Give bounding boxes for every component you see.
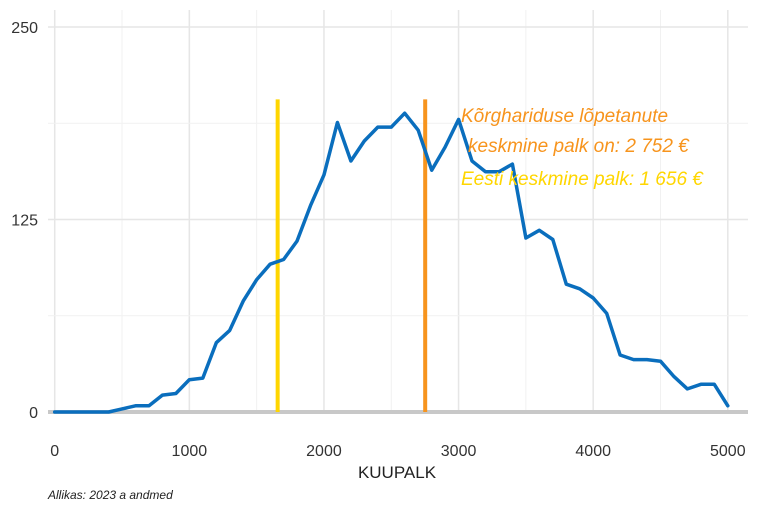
x-tick-label-4: 4000 [575, 443, 611, 460]
series-group [52, 111, 730, 414]
y-tick-label-0: 0 [29, 405, 38, 422]
source-caption: Allikas: 2023 a andmed [48, 488, 173, 502]
grid-lines [48, 10, 748, 413]
reference-lines [275, 99, 428, 412]
y-tick-labels: 0 125 250 [11, 20, 38, 422]
x-tick-label-1: 1000 [172, 443, 208, 460]
annotation-higher-education-line2: keskmine palk on: 2 752 € [468, 136, 690, 157]
x-tick-label-5: 5000 [710, 443, 746, 460]
y-tick-label-1: 125 [11, 213, 38, 230]
annotation-higher-education-line1: Kõrghariduse lõpetanute [461, 106, 668, 127]
x-tick-label-3: 3000 [441, 443, 477, 460]
x-tick-label-0: 0 [50, 443, 59, 460]
annotation-national-average: Eesti keskmine palk: 1 656 € [461, 169, 704, 190]
x-tick-labels: 0 1000 2000 3000 4000 5000 [50, 443, 745, 460]
series-line-0 [52, 111, 730, 414]
x-tick-label-2: 2000 [306, 443, 342, 460]
y-tick-label-2: 250 [11, 20, 38, 37]
x-axis-title: KUUPALK [358, 463, 437, 482]
